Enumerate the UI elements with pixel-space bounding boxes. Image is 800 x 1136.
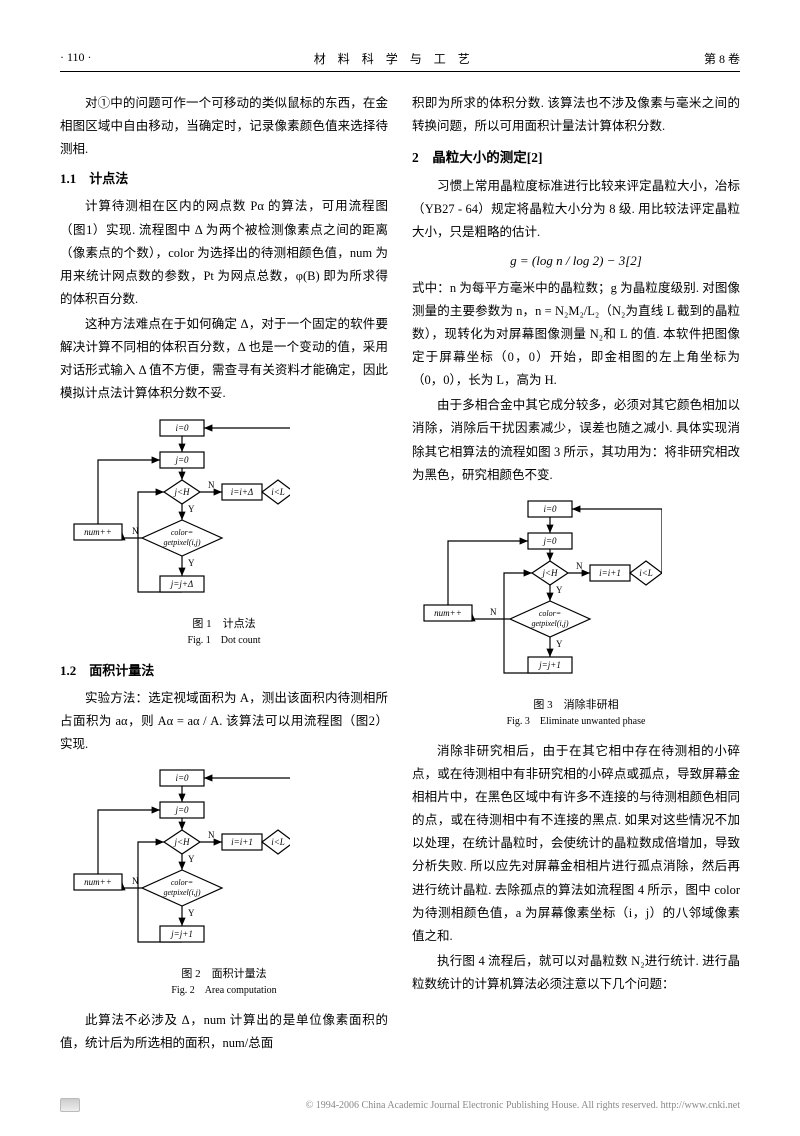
volume-label: 第 8 卷 bbox=[704, 50, 740, 67]
para: 实验方法：选定视域面积为 A，测出该面积内待测相所占面积为 aα，则 Aα = … bbox=[60, 687, 388, 756]
copyright-text: © 1994-2006 China Academic Journal Elect… bbox=[306, 1100, 740, 1111]
figure-1-caption: 图 1 计点法 Fig. 1 Dot count bbox=[60, 616, 388, 649]
svg-text:j<H: j<H bbox=[173, 487, 190, 497]
para: 消除非研究相后，由于在其它相中存在待测相的小碎点，或在待测相中有非研究相的小碎点… bbox=[412, 740, 740, 948]
subsection-1-1-title: 1.1 计点法 bbox=[60, 167, 388, 191]
para: 此算法不必涉及 Δ，num 计算出的是单位像素面积的值，统计后为所选相的面积，n… bbox=[60, 1009, 388, 1055]
svg-text:j<H: j<H bbox=[173, 837, 190, 847]
svg-text:Y: Y bbox=[188, 908, 195, 918]
para: 这种方法难点在于如何确定 Δ，对于一个固定的软件要解决计算不同相的体积百分数，Δ… bbox=[60, 313, 388, 406]
para: 执行图 4 流程后，就可以对晶粒数 N₂进行统计. 进行晶粒数统计的计算机算法必… bbox=[412, 950, 740, 996]
para: 对①中的问题可作一个可移动的类似鼠标的东西，在金相图区域中自由移动，当确定时，记… bbox=[60, 92, 388, 161]
figure-2-flowchart: NYYNYi=0j=0j<Hi=i+1i<Lnum++color=getpixe… bbox=[60, 766, 388, 956]
svg-text:j=0: j=0 bbox=[174, 805, 189, 815]
para: 式中：n 为每平方毫米中的晶粒数；g 为晶粒度级别. 对图像测量的主要参数为 n… bbox=[412, 277, 740, 393]
svg-text:j=j+1: j=j+1 bbox=[538, 660, 561, 670]
svg-text:getpixel(i,j): getpixel(i,j) bbox=[163, 888, 200, 897]
publisher-icon bbox=[60, 1098, 80, 1112]
svg-text:i<L: i<L bbox=[639, 568, 653, 578]
svg-text:i=i+1: i=i+1 bbox=[599, 568, 621, 578]
left-column: 对①中的问题可作一个可移动的类似鼠标的东西，在金相图区域中自由移动，当确定时，记… bbox=[60, 92, 388, 1057]
svg-text:i=0: i=0 bbox=[175, 773, 189, 783]
right-column: 积即为所求的体积分数. 该算法也不涉及像素与毫米之间的转换问题，所以可用面积计量… bbox=[412, 92, 740, 1057]
journal-title: 材料科学与工艺 bbox=[314, 50, 482, 67]
svg-text:i<L: i<L bbox=[271, 487, 285, 497]
page-header: · 110 · 材料科学与工艺 第 8 卷 bbox=[60, 50, 740, 72]
figure-2-caption: 图 2 面积计量法 Fig. 2 Area computation bbox=[60, 966, 388, 999]
figure-3-caption: 图 3 消除非研相 Fig. 3 Eliminate unwanted phas… bbox=[412, 697, 740, 730]
svg-text:j<H: j<H bbox=[541, 568, 558, 578]
svg-text:Y: Y bbox=[188, 558, 195, 568]
svg-text:getpixel(i,j): getpixel(i,j) bbox=[163, 538, 200, 547]
svg-text:i<L: i<L bbox=[271, 837, 285, 847]
svg-text:Y: Y bbox=[188, 854, 195, 864]
para: 计算待测相在区内的网点数 Pα 的算法，可用流程图（图1）实现. 流程图中 Δ … bbox=[60, 195, 388, 311]
svg-text:N: N bbox=[208, 830, 215, 840]
svg-text:i=i+1: i=i+1 bbox=[231, 837, 253, 847]
svg-text:color=: color= bbox=[171, 528, 193, 537]
subsection-1-2-title: 1.2 面积计量法 bbox=[60, 659, 388, 683]
svg-text:N: N bbox=[208, 480, 215, 490]
svg-text:j=j+Δ: j=j+Δ bbox=[170, 579, 193, 589]
para: 积即为所求的体积分数. 该算法也不涉及像素与毫米之间的转换问题，所以可用面积计量… bbox=[412, 92, 740, 138]
content-area: 对①中的问题可作一个可移动的类似鼠标的东西，在金相图区域中自由移动，当确定时，记… bbox=[60, 92, 740, 1057]
svg-text:j=0: j=0 bbox=[542, 536, 557, 546]
figure-3-flowchart: NYYNYi=0j=0j<Hi=i+1i<Lnum++color=getpixe… bbox=[412, 497, 740, 687]
svg-text:Y: Y bbox=[556, 639, 563, 649]
svg-text:num++: num++ bbox=[84, 877, 112, 887]
formula: g = (log n / log 2) − 3[2] bbox=[412, 249, 740, 273]
svg-text:j=0: j=0 bbox=[174, 455, 189, 465]
svg-text:Y: Y bbox=[556, 585, 563, 595]
svg-text:i=i+Δ: i=i+Δ bbox=[231, 487, 253, 497]
page-footer: © 1994-2006 China Academic Journal Elect… bbox=[60, 1098, 740, 1112]
svg-text:color=: color= bbox=[171, 878, 193, 887]
para: 由于多相合金中其它成分较多，必须对其它颜色相加以消除，消除后干扰因素减少，误差也… bbox=[412, 394, 740, 487]
svg-text:N: N bbox=[490, 607, 497, 617]
para: 习惯上常用晶粒度标准进行比较来评定晶粒大小，冶标（YB27 - 64）规定将晶粒… bbox=[412, 175, 740, 244]
svg-text:getpixel(i,j): getpixel(i,j) bbox=[531, 619, 568, 628]
svg-text:i=0: i=0 bbox=[543, 504, 557, 514]
figure-1-flowchart: NYYNYi=0j=0j<Hi=i+Δi<Lnum++color=getpixe… bbox=[60, 416, 388, 606]
section-2-title: 2 晶粒大小的测定[2] bbox=[412, 146, 740, 171]
svg-text:num++: num++ bbox=[84, 527, 112, 537]
svg-text:j=j+1: j=j+1 bbox=[170, 929, 193, 939]
svg-text:num++: num++ bbox=[434, 608, 462, 618]
svg-text:color=: color= bbox=[539, 609, 561, 618]
svg-text:Y: Y bbox=[188, 504, 195, 514]
svg-text:i=0: i=0 bbox=[175, 423, 189, 433]
svg-text:N: N bbox=[576, 561, 583, 571]
page-number: · 110 · bbox=[60, 50, 92, 67]
